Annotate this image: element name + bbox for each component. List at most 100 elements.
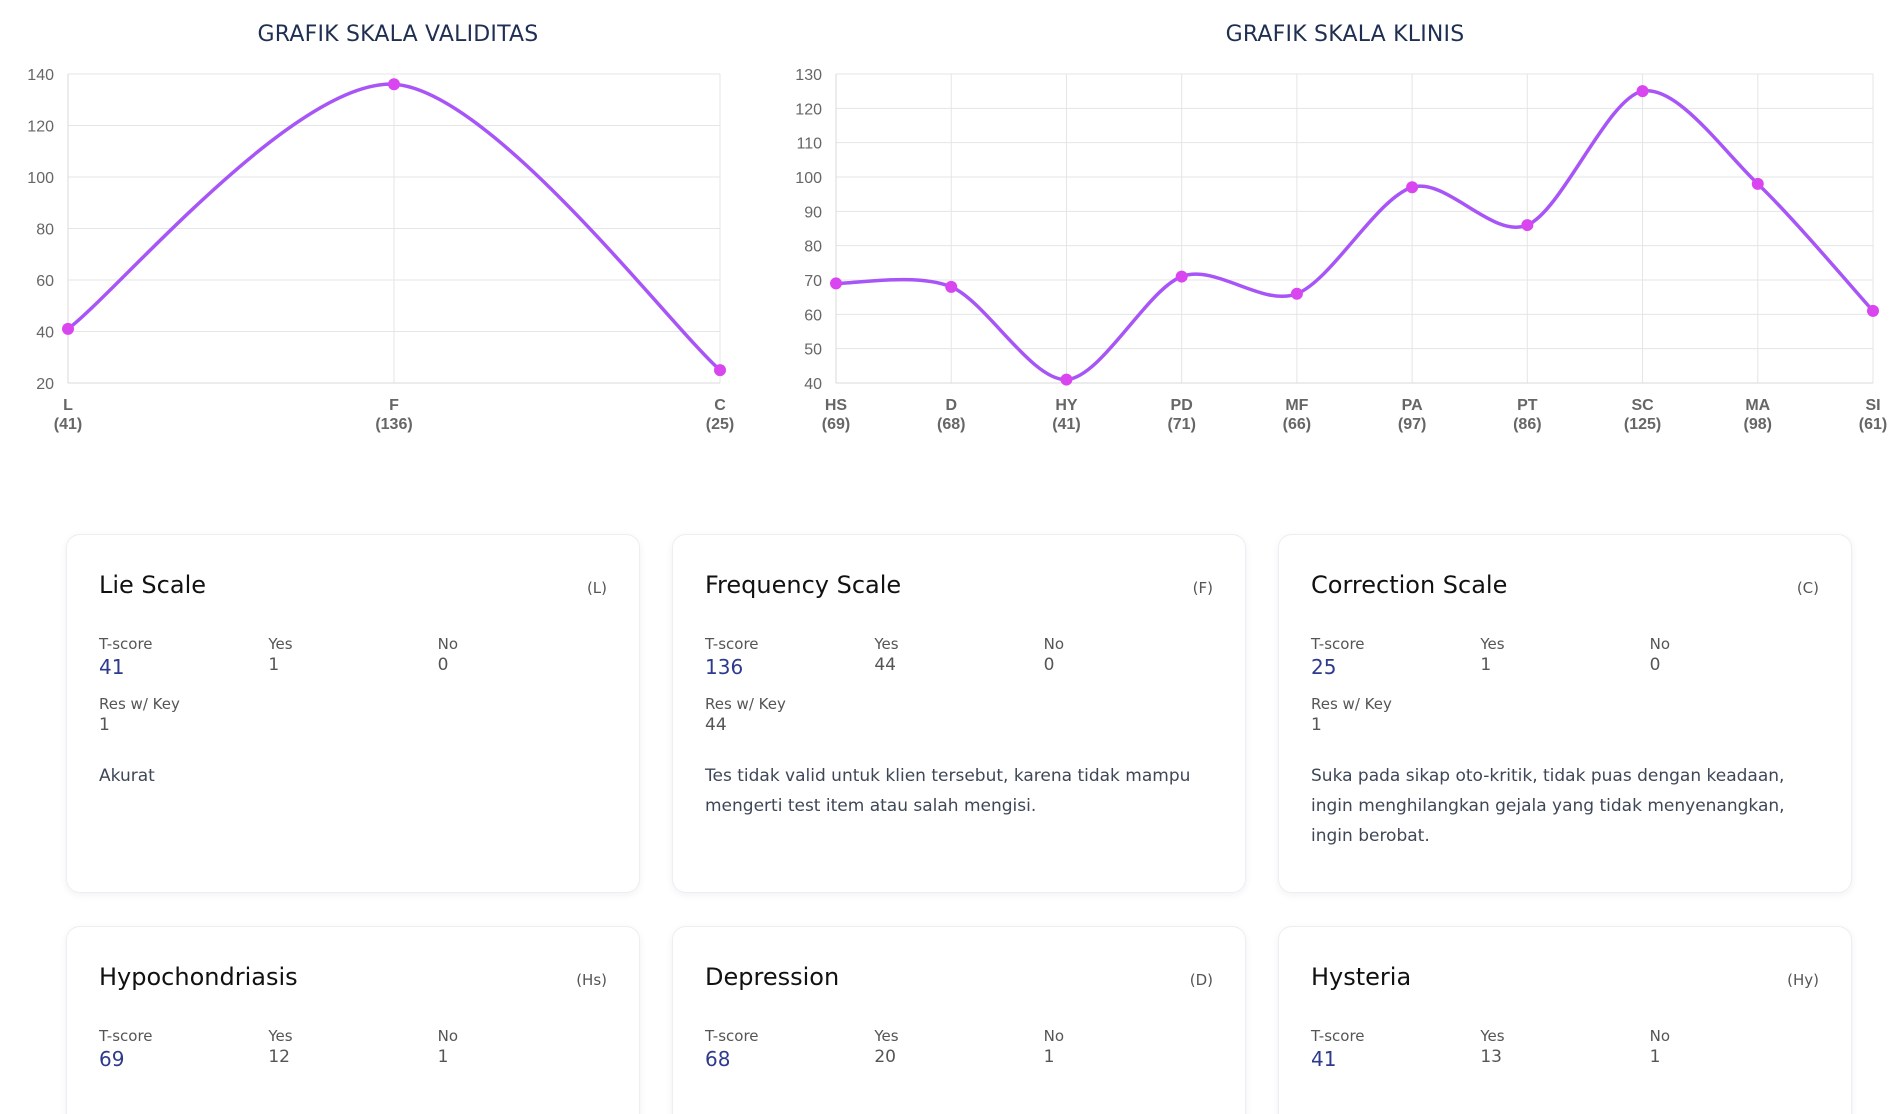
card-description: Suka pada sikap oto-kritik, tidak puas d… [1311, 766, 1785, 846]
data-point [830, 277, 842, 290]
tscore-label: T-score [99, 635, 153, 653]
reskey-value: 44 [705, 715, 727, 735]
x-tick-value-label: (25) [706, 416, 734, 433]
card-header: Frequency Scale (F) [705, 571, 1213, 601]
data-point [62, 322, 74, 335]
no-value: 0 [1043, 655, 1055, 675]
tscore-value: 69 [99, 1047, 125, 1071]
y-tick-label: 90 [804, 204, 822, 221]
card-stats: T-score 69 Yes 12 No 1 [99, 1027, 607, 1073]
x-tick-label: SI [1865, 397, 1880, 414]
yes-label: Yes [1480, 1027, 1505, 1045]
x-tick-value-label: (97) [1398, 416, 1426, 433]
y-tick-label: 100 [795, 170, 822, 187]
tscore-stat: T-score 136 [705, 635, 874, 681]
no-stat: No 1 [1650, 1027, 1819, 1073]
data-point [1751, 177, 1764, 190]
data-point [1406, 181, 1419, 194]
yes-stat: Yes 20 [874, 1027, 1043, 1073]
validity-chart: 20 40 60 80 100 120 140 L (41) F (136) C (25) [27, 67, 734, 433]
x-tick-label: HS [825, 397, 848, 414]
yes-stat: Yes 1 [268, 635, 437, 681]
reskey-value: 1 [1311, 715, 1322, 735]
card-code: (L) [586, 579, 607, 597]
data-point [1867, 304, 1879, 317]
y-tick-label: 80 [36, 222, 54, 239]
x-tick-value-label: (71) [1167, 416, 1195, 433]
tscore-value: 136 [705, 655, 744, 679]
y-tick-label: 120 [795, 101, 822, 118]
x-tick-value-label: (66) [1283, 416, 1311, 433]
tscore-label: T-score [1311, 1027, 1365, 1045]
card-code: (Hs) [576, 971, 607, 989]
card-header: Hypochondriasis (Hs) [99, 963, 607, 993]
tscore-stat: T-score 69 [99, 1027, 268, 1073]
x-tick-value-label: (125) [1624, 416, 1661, 433]
tscore-value: 25 [1311, 655, 1337, 679]
card-header: Hysteria (Hy) [1311, 963, 1819, 993]
yes-label: Yes [1480, 635, 1505, 653]
no-stat: No 1 [1044, 1027, 1213, 1073]
scale-card-lie: Lie Scale (L) T-score 41 Yes 1 No 0 Res … [66, 534, 640, 893]
x-tick-label: PA [1402, 397, 1423, 414]
y-tick-label: 140 [27, 67, 54, 84]
card-code: (C) [1796, 579, 1819, 597]
y-tick-label: 70 [804, 273, 822, 290]
tscore-value: 41 [99, 655, 125, 679]
yes-value: 1 [268, 655, 280, 675]
card-description: Akurat [99, 766, 155, 786]
reskey-label: Res w/ Key [99, 695, 180, 713]
card-stats: T-score 68 Yes 20 No 1 [705, 1027, 1213, 1073]
yes-label: Yes [268, 1027, 293, 1045]
yes-label: Yes [874, 635, 899, 653]
x-tick-label: SC [1631, 397, 1654, 414]
reskey-stat: Res w/ Key 1 [1311, 695, 1819, 737]
scale-card-hypochondriasis: Hypochondriasis (Hs) T-score 69 Yes 12 N… [66, 926, 640, 1114]
tscore-stat: T-score 41 [1311, 1027, 1480, 1073]
no-value: 0 [437, 655, 449, 675]
yes-value: 44 [874, 655, 896, 675]
yes-label: Yes [874, 1027, 899, 1045]
yes-stat: Yes 13 [1480, 1027, 1649, 1073]
card-stats: T-score 41 Yes 13 No 1 [1311, 1027, 1819, 1073]
y-tick-label: 80 [804, 239, 822, 256]
no-label: No [1043, 635, 1065, 653]
card-stats: T-score 25 Yes 1 No 0 [1311, 635, 1819, 681]
data-point [1521, 219, 1534, 232]
grid [835, 73, 1874, 384]
scale-card-correction: Correction Scale (C) T-score 25 Yes 1 No… [1278, 534, 1852, 893]
card-title: Hysteria [1311, 963, 1412, 991]
card-header: Depression (D) [705, 963, 1213, 993]
no-value: 0 [1649, 655, 1661, 675]
no-stat: No 1 [438, 1027, 607, 1073]
y-tick-label: 60 [36, 273, 54, 290]
yes-stat: Yes 1 [1480, 635, 1649, 681]
data-point [1060, 373, 1073, 386]
data-point [1636, 85, 1649, 98]
no-value: 1 [437, 1047, 449, 1067]
yes-stat: Yes 12 [268, 1027, 437, 1073]
y-tick-label: 50 [804, 342, 822, 359]
yes-value: 12 [268, 1047, 290, 1067]
card-title: Lie Scale [99, 571, 207, 599]
no-stat: No 0 [1650, 635, 1819, 681]
x-tick-label: D [945, 397, 957, 414]
no-label: No [437, 1027, 459, 1045]
x-tick-value-label: (61) [1859, 416, 1887, 433]
card-stats: T-score 41 Yes 1 No 0 [99, 635, 607, 681]
validity-chart-title: GRAFIK SKALA VALIDITAS [257, 22, 539, 47]
x-tick-label: PD [1171, 397, 1193, 414]
card-stats: T-score 136 Yes 44 No 0 [705, 635, 1213, 681]
x-tick-value-label: (98) [1744, 416, 1772, 433]
x-tick-label: HY [1055, 397, 1078, 414]
yes-value: 13 [1480, 1047, 1502, 1067]
x-tick-label: F [389, 397, 399, 414]
x-tick-label: C [714, 397, 726, 414]
tscore-label: T-score [705, 635, 759, 653]
tscore-label: T-score [99, 1027, 153, 1045]
tscore-stat: T-score 68 [705, 1027, 874, 1073]
scale-card-frequency: Frequency Scale (F) T-score 136 Yes 44 N… [672, 534, 1246, 893]
no-label: No [437, 635, 459, 653]
clinical-chart-title: GRAFIK SKALA KLINIS [1225, 22, 1465, 47]
